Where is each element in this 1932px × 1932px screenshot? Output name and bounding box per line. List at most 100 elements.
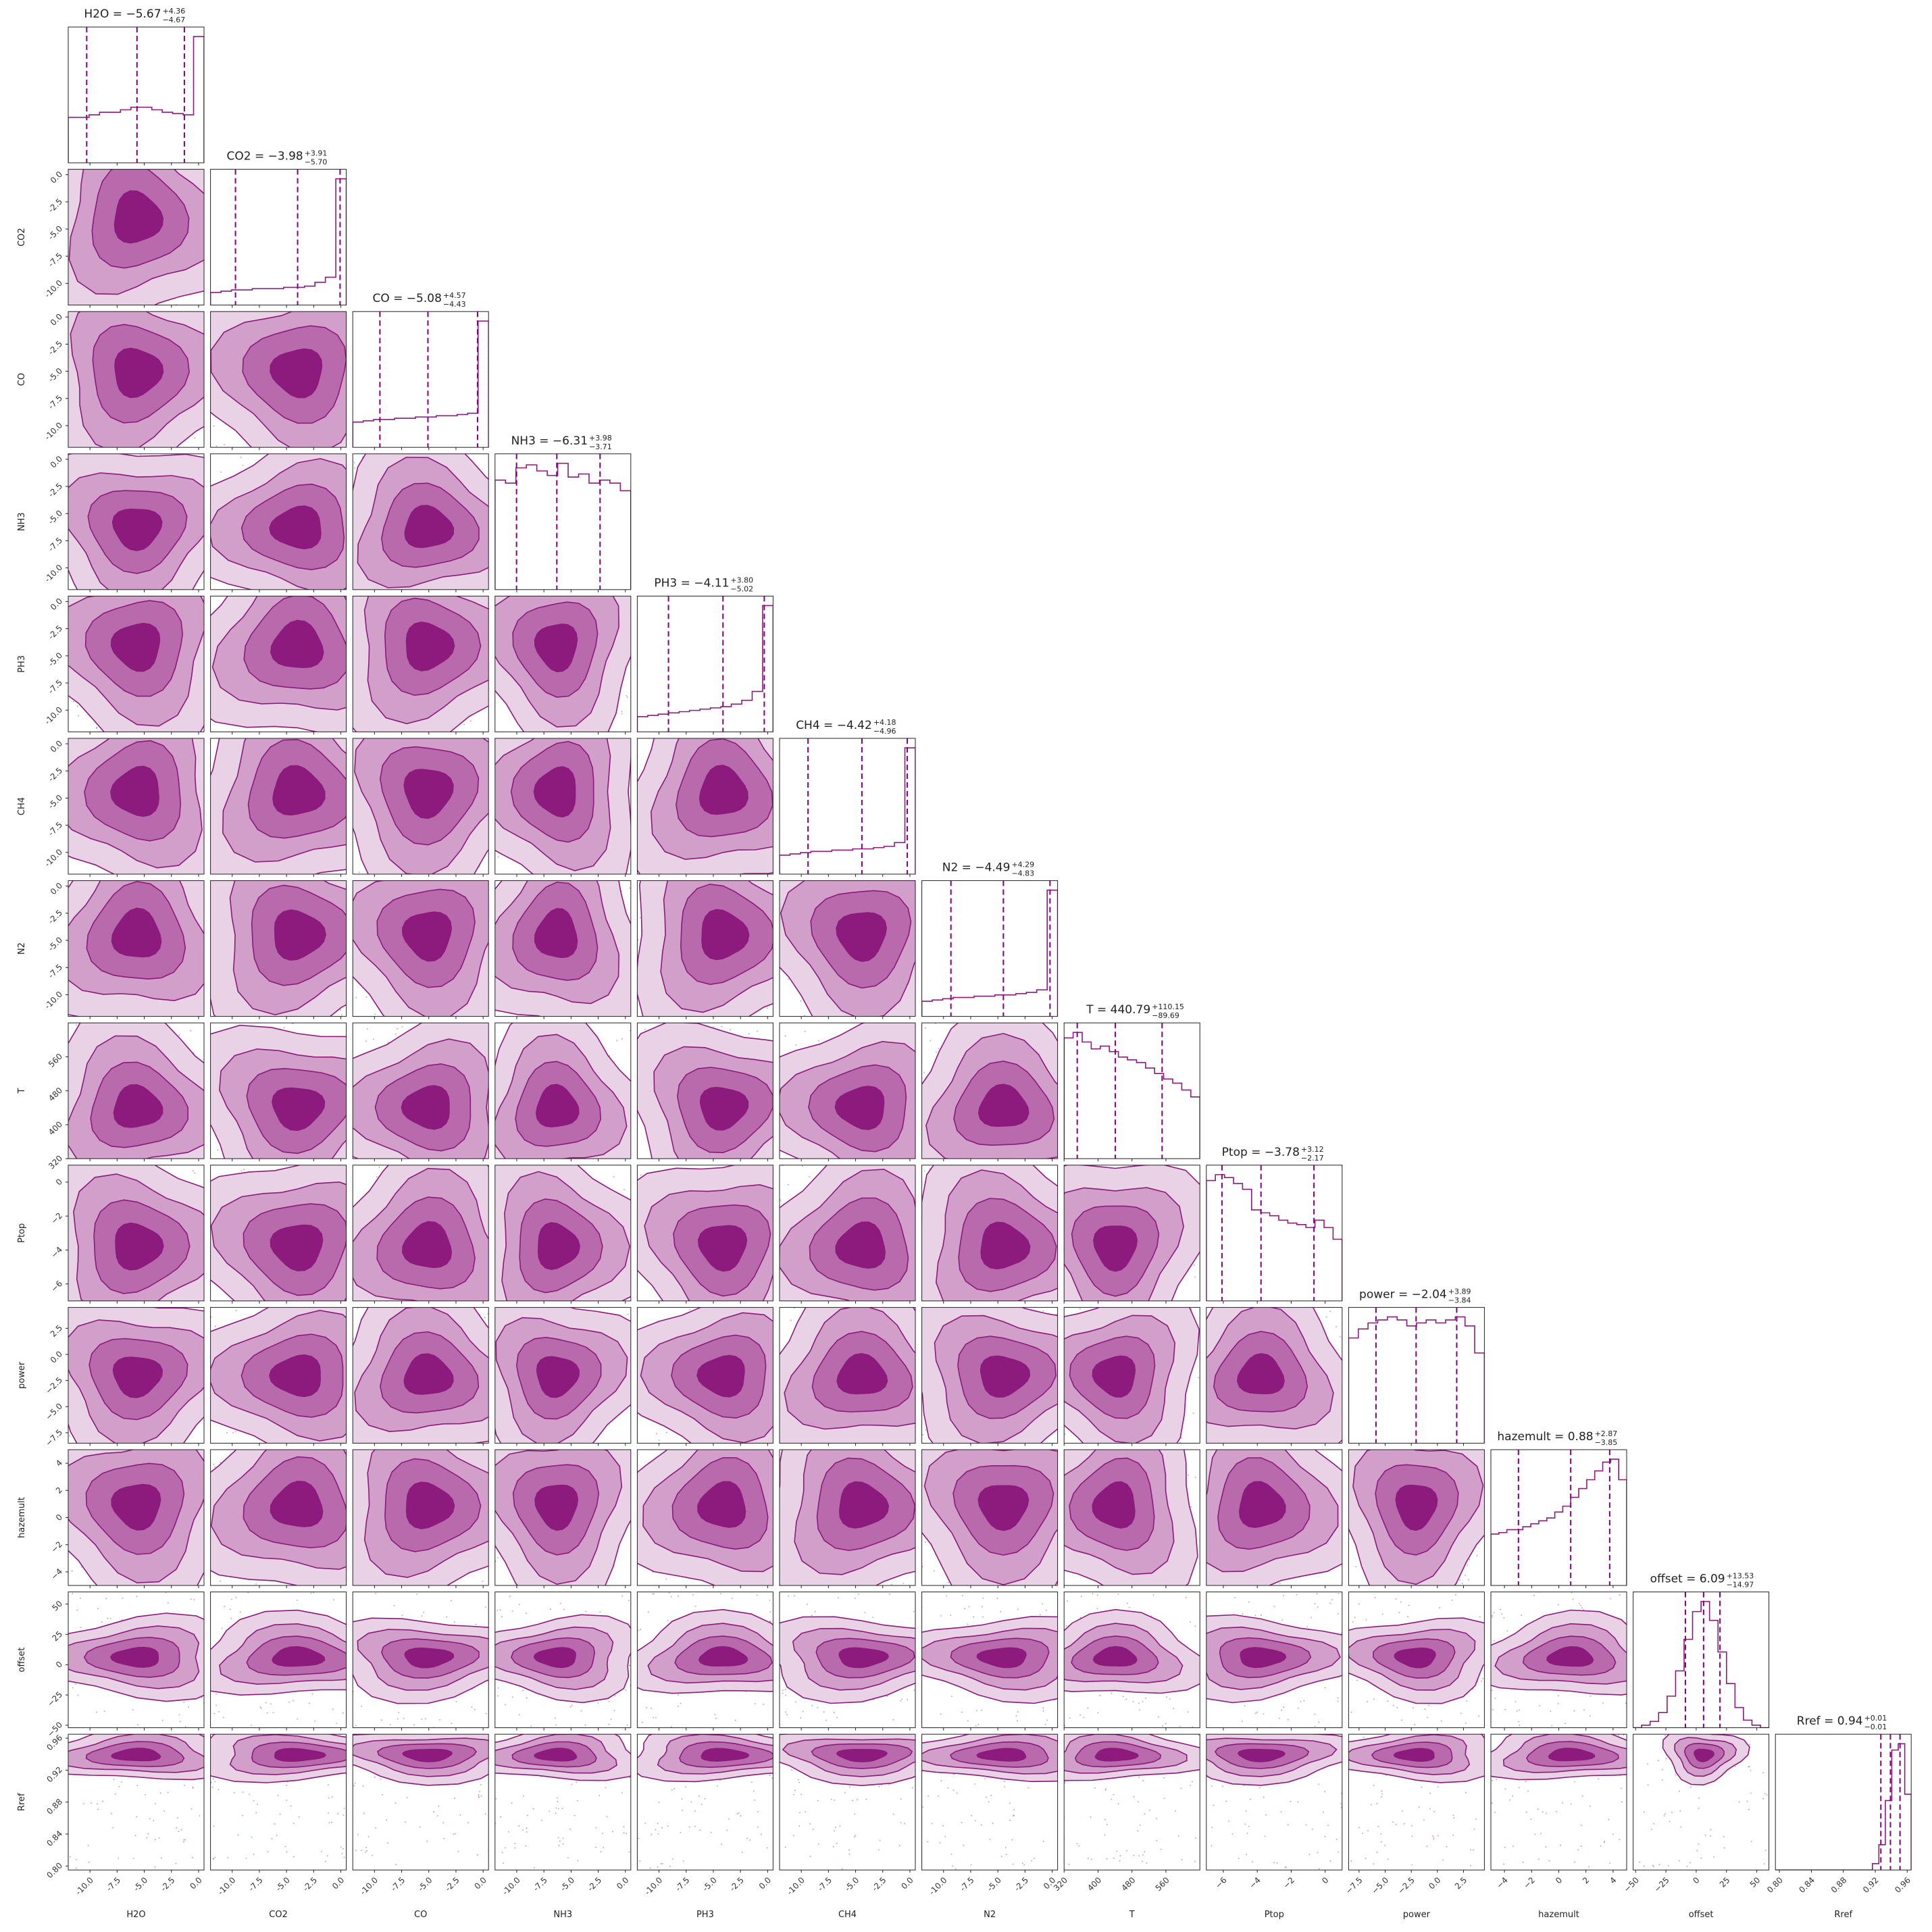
sample-point	[397, 1027, 399, 1029]
density-contours	[353, 1023, 489, 1159]
contour-level-4	[534, 908, 578, 959]
density-contours	[353, 738, 489, 874]
sample-point	[339, 1009, 341, 1011]
sample-point	[215, 445, 218, 447]
panel-frame	[921, 1306, 1059, 1444]
panel-frame	[636, 738, 773, 875]
title-sup-power: +3.89	[1448, 1287, 1471, 1296]
title-power: power = −2.04	[1359, 1288, 1447, 1301]
sample-point	[497, 1556, 499, 1558]
panel-ch4-vs-nh3	[494, 738, 632, 877]
y-axis-label-t: T	[17, 1088, 27, 1094]
panel-ph3-vs-co2	[210, 595, 347, 735]
panel-frame	[494, 1306, 632, 1444]
sample-point	[800, 1000, 802, 1002]
y-axis-label-ph3: PH3	[17, 655, 27, 673]
y-tick-label: 0.0	[49, 170, 64, 185]
panel-frame	[636, 1165, 773, 1302]
panel-frame	[1348, 1449, 1485, 1586]
density-contours	[68, 169, 204, 305]
sample-point	[395, 1033, 397, 1035]
y-tick-label: 0	[54, 1512, 64, 1523]
sample-point	[788, 978, 789, 980]
y-tick-label: -2.5	[47, 765, 64, 783]
y-axis-label-n2: N2	[17, 942, 27, 955]
sample-point	[656, 1433, 658, 1435]
panel-n2-vs-co2	[210, 880, 347, 1019]
sample-point	[730, 1029, 732, 1031]
sample-point	[220, 1580, 222, 1582]
title-sup-h2o: +4.36	[163, 7, 186, 16]
panel-power-vs-ph3	[636, 1306, 773, 1446]
density-contours	[68, 1023, 204, 1159]
density-contours	[921, 1450, 1058, 1585]
panel-hazemult-vs-co2	[210, 1449, 347, 1588]
sample-point	[621, 1038, 623, 1040]
panel-hazemult-vs-ptop	[1206, 1449, 1343, 1588]
contour-level-4	[698, 764, 748, 815]
sample-point	[340, 1014, 342, 1016]
contour-level-4	[1238, 1481, 1286, 1528]
density-contours	[921, 1307, 1058, 1444]
contour-level-4	[536, 1356, 580, 1398]
sample-point	[387, 1042, 389, 1044]
sample-point	[665, 1578, 667, 1580]
sample-point	[463, 723, 465, 726]
sample-point	[780, 1199, 782, 1201]
panel-ptop-vs-ptop: Ptop = −3.78 +3.12−2.17	[1206, 1145, 1343, 1304]
panel-hazemult-vs-n2	[921, 1449, 1059, 1588]
contour-level-4	[112, 1356, 163, 1398]
y-tick-label: -10.0	[43, 705, 64, 726]
y-tick-label: 0	[54, 1177, 64, 1187]
contour-level-4	[111, 1483, 161, 1531]
panel-frame	[636, 1022, 773, 1159]
title-co: CO = −5.08	[372, 292, 441, 305]
y-tick-label: -10.0	[43, 990, 64, 1011]
y-tick-label: −4	[49, 1245, 64, 1260]
contour-level-4	[110, 765, 159, 817]
title-sub-ptop: −2.17	[1301, 1154, 1324, 1163]
sample-point	[1461, 1583, 1463, 1584]
sample-point	[255, 1583, 257, 1585]
sample-point	[658, 1440, 660, 1441]
contour-level-4	[114, 347, 164, 399]
panel-power-vs-h2o: −7.5 −5.0 −2.5 0.0 2.5 power	[17, 1306, 205, 1448]
contour-level-4	[110, 622, 161, 672]
y-tick-label: -10.0	[43, 278, 64, 300]
panel-power-vs-co2	[210, 1306, 347, 1446]
histogram-t	[1064, 1032, 1200, 1159]
y-tick-label: -7.5	[47, 536, 64, 553]
sample-point	[220, 1462, 222, 1464]
density-contours	[68, 1307, 204, 1444]
sample-point	[497, 856, 499, 858]
panel-frame	[352, 1022, 489, 1159]
sample-point	[1325, 1316, 1327, 1318]
y-tick-label: 480	[47, 1086, 64, 1103]
sample-point	[1329, 1311, 1331, 1313]
sample-point	[766, 1007, 768, 1009]
sample-point	[213, 425, 215, 427]
sample-point	[214, 1466, 216, 1468]
panel-n2-vs-ph3	[636, 880, 773, 1019]
sample-point	[923, 1071, 925, 1073]
y-axis-label-co2: CO2	[17, 228, 27, 247]
y-tick-label: 0.0	[49, 311, 64, 327]
sample-point	[367, 1028, 368, 1030]
panel-hazemult-vs-power	[1348, 1449, 1485, 1588]
panel-hazemult-vs-ph3	[636, 1449, 773, 1588]
panel-frame	[352, 1306, 489, 1444]
density-contours	[1348, 1450, 1485, 1585]
panel-n2-vs-nh3	[494, 880, 632, 1019]
title-sub-power: −3.84	[1448, 1296, 1471, 1304]
density-contours	[921, 1023, 1058, 1159]
y-tick-label: −4	[49, 1567, 64, 1581]
density-contours	[637, 1023, 773, 1159]
y-tick-label: -10.0	[43, 420, 64, 442]
sample-point	[621, 713, 623, 715]
contour-level-4	[533, 766, 576, 818]
contour-level-4	[836, 1352, 888, 1395]
density-contours	[1064, 1307, 1200, 1444]
panel-frame	[1063, 1022, 1200, 1159]
y-axis-label-co: CO	[17, 373, 27, 386]
sample-point	[609, 1055, 611, 1057]
